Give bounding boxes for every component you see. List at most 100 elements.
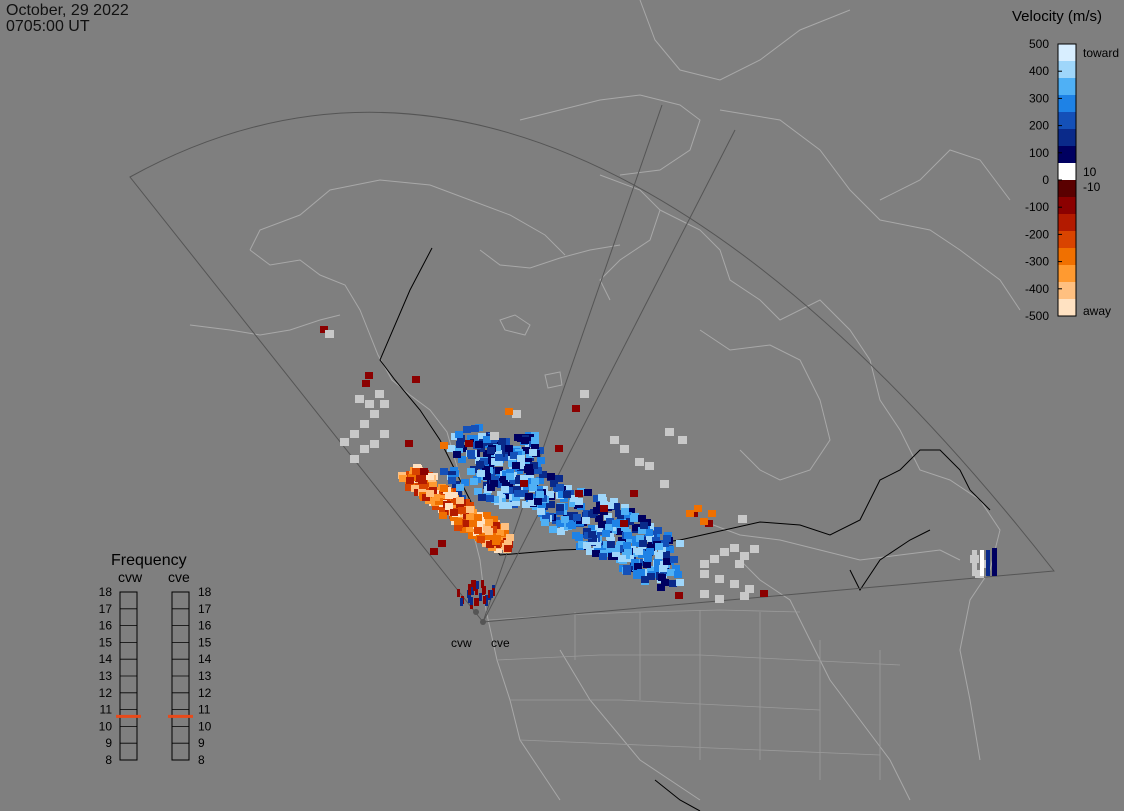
scatter-cell <box>456 503 464 510</box>
scatter-cell <box>530 462 538 469</box>
scatter-cell <box>478 494 486 501</box>
scatter-cell <box>676 579 684 586</box>
scatter-cell <box>992 548 997 576</box>
scatter-cell <box>607 537 615 544</box>
scatter-cell <box>524 458 532 465</box>
colorbar-swatch <box>1058 265 1076 283</box>
scatter-cell <box>466 514 474 521</box>
scatter-cell <box>541 519 549 526</box>
scatter-cell <box>588 511 596 518</box>
scatter-cell <box>620 445 629 453</box>
scatter-cell <box>476 461 484 468</box>
scatter-cell <box>595 515 603 522</box>
scatter-cell <box>504 502 512 509</box>
scatter-cell <box>483 596 486 604</box>
scatter-cell <box>520 475 528 482</box>
scatter-cell <box>447 445 455 452</box>
scatter-cell <box>654 527 662 534</box>
time-label: 0705:00 UT <box>6 18 90 35</box>
scatter-cell <box>380 430 389 438</box>
scatter-cell <box>694 505 702 512</box>
scatter-cell <box>655 543 663 550</box>
scatter-cell <box>419 477 427 484</box>
scatter-cell <box>593 495 601 502</box>
scatter-cell <box>365 400 374 408</box>
scatter-cell <box>550 480 558 487</box>
scatter-cell <box>375 390 384 398</box>
scatter-cell <box>669 580 677 587</box>
scatter-cell <box>491 496 499 503</box>
frequency-tick-east: 14 <box>198 652 212 666</box>
scatter-cell <box>558 491 566 498</box>
scatter-cell <box>570 495 578 502</box>
frequency-tick-west: 8 <box>105 753 112 767</box>
scatter-cell <box>592 550 600 557</box>
velocity-cells <box>320 326 997 609</box>
scatter-cell <box>676 540 684 547</box>
scatter-cell <box>512 494 520 501</box>
mexico-border <box>654 779 701 811</box>
scatter-cell <box>485 595 488 603</box>
scatter-cell <box>627 508 635 515</box>
scatter-cell <box>980 560 989 568</box>
scatter-cell <box>715 575 724 583</box>
scatter-cell <box>542 515 550 522</box>
scatter-cell <box>700 518 708 525</box>
scatter-cell <box>638 559 646 566</box>
scatter-cell <box>412 468 420 475</box>
colorbar-toward-label: toward <box>1083 46 1119 60</box>
scatter-cell <box>466 506 474 513</box>
scatter-cell <box>556 484 564 491</box>
scatter-cell <box>440 485 448 492</box>
scatter-cell <box>705 520 713 527</box>
scatter-cell <box>500 476 508 483</box>
scatter-cell <box>534 467 542 474</box>
scatter-cell <box>624 532 632 539</box>
colorbar-pos10-label: 10 <box>1083 165 1097 179</box>
frequency-tick-west: 15 <box>99 635 113 649</box>
scatter-cell <box>485 528 493 535</box>
scatter-cell <box>580 390 589 398</box>
scatter-cell <box>399 475 407 482</box>
scatter-cell <box>365 372 373 379</box>
scatter-cell <box>499 502 507 509</box>
scatter-cell <box>492 522 500 529</box>
scatter-cell <box>670 556 678 563</box>
scatter-cell <box>355 395 364 403</box>
frequency-tick-east: 11 <box>198 703 211 717</box>
frequency-col-west: cvw <box>118 569 143 585</box>
scatter-cell <box>620 520 628 527</box>
scatter-cell <box>426 473 434 480</box>
scatter-cell <box>512 410 521 418</box>
scatter-cell <box>623 542 631 549</box>
scatter-cell <box>594 546 602 553</box>
scatter-cell <box>568 522 576 529</box>
scatter-cell <box>567 512 575 519</box>
scatter-cell <box>498 438 506 445</box>
scatter-cell <box>599 553 607 560</box>
scatter-cell <box>623 568 631 575</box>
scatter-cell <box>675 592 683 599</box>
scatter-cell <box>490 516 498 523</box>
scatter-cell <box>632 524 640 531</box>
scatter-cell <box>647 544 655 551</box>
scatter-cell <box>483 524 491 531</box>
scatter-cell <box>504 545 512 552</box>
scatter-cell <box>510 452 518 459</box>
scatter-cell <box>485 519 493 526</box>
scatter-cell <box>440 468 448 475</box>
colorbar-away-label: away <box>1083 304 1111 318</box>
scatter-cell <box>612 503 620 510</box>
frequency-col-east: cve <box>168 569 190 585</box>
scatter-cell <box>606 518 614 525</box>
scatter-cell <box>474 488 482 495</box>
scatter-cell <box>426 490 434 497</box>
scatter-cell <box>662 551 670 558</box>
scatter-cell <box>635 548 643 555</box>
frequency-tick-west: 13 <box>99 669 113 683</box>
scatter-cell <box>380 400 389 408</box>
frequency-tick-east: 8 <box>198 753 205 767</box>
scatter-cell <box>477 519 485 526</box>
scatter-cell <box>525 464 533 471</box>
scatter-cell <box>360 445 369 453</box>
